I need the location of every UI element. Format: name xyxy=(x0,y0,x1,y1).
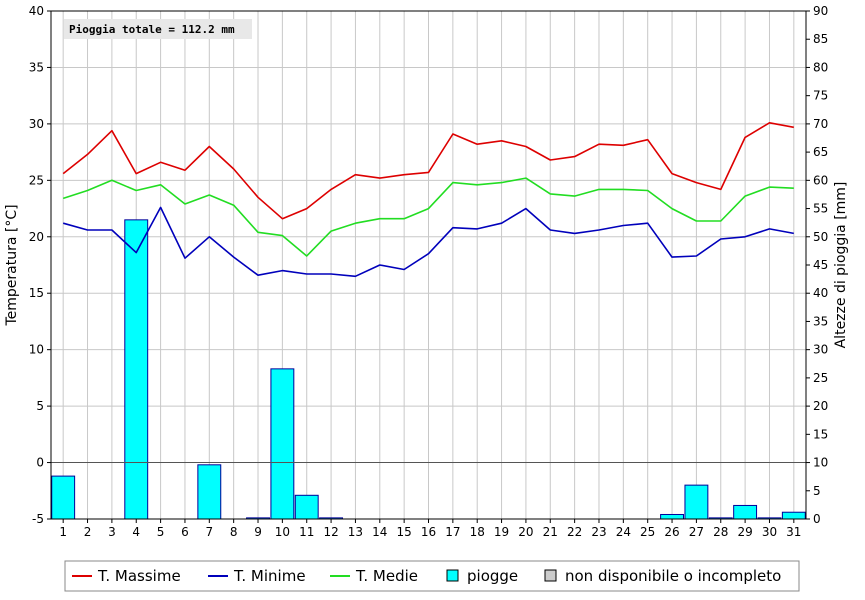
series-line-t-minime xyxy=(62,206,794,278)
right-tick-label: 0 xyxy=(813,512,821,526)
right-tick-label: 10 xyxy=(813,456,828,470)
legend-label: T. Medie xyxy=(355,567,418,585)
series-line-t-medie xyxy=(62,177,794,257)
annotation-text: Pioggia totale = 112.2 mm xyxy=(69,23,235,36)
left-tick-label: 40 xyxy=(29,4,44,18)
legend: T. Massime T. Minime T. Medie piogge non dis… xyxy=(64,560,800,592)
rain-bar xyxy=(733,504,758,520)
x-tick-label: 14 xyxy=(372,525,387,539)
x-tick-label: 12 xyxy=(323,525,338,539)
right-tick-label: 30 xyxy=(813,343,828,357)
rain-bar xyxy=(197,464,222,520)
right-tick-label: 65 xyxy=(813,145,828,159)
left-tick-label: 15 xyxy=(29,286,44,300)
left-tick-label: 5 xyxy=(36,399,44,413)
grid xyxy=(51,11,806,519)
x-tick-label: 3 xyxy=(108,525,116,539)
right-tick-label: 15 xyxy=(813,427,828,441)
x-tick-label: 21 xyxy=(543,525,558,539)
x-tick-label: 11 xyxy=(299,525,314,539)
x-tick-label: 23 xyxy=(591,525,606,539)
x-tick-label: 20 xyxy=(518,525,533,539)
left-axis-title: Temperatura [°C] xyxy=(4,204,20,326)
x-tick-label: 27 xyxy=(689,525,704,539)
rain-bar xyxy=(294,494,319,520)
x-tick-label: 17 xyxy=(445,525,460,539)
x-tick-label: 26 xyxy=(664,525,679,539)
left-tick-label: 20 xyxy=(29,230,44,244)
left-tick-label: 35 xyxy=(29,60,44,74)
left-tick-label: 25 xyxy=(29,173,44,187)
left-tick-label: -5 xyxy=(32,512,44,526)
rain-bar xyxy=(124,219,149,520)
rain-bar xyxy=(781,511,806,520)
rain-bar xyxy=(660,513,684,520)
legend-label: piogge xyxy=(467,567,518,585)
right-tick-label: 45 xyxy=(813,258,828,272)
right-tick-label: 60 xyxy=(813,173,828,187)
right-tick-label: 70 xyxy=(813,117,828,131)
x-tick-label: 19 xyxy=(494,525,509,539)
legend-label: T. Massime xyxy=(97,567,181,585)
x-tick-label: 9 xyxy=(254,525,262,539)
x-tick-label: 8 xyxy=(230,525,238,539)
x-tick-label: 29 xyxy=(737,525,752,539)
x-tick-label: 13 xyxy=(348,525,363,539)
right-tick-label: 25 xyxy=(813,371,828,385)
legend-label: T. Minime xyxy=(233,567,306,585)
x-tick-label: 31 xyxy=(786,525,801,539)
right-tick-label: 35 xyxy=(813,314,828,328)
left-axis-ticks: -5 0 5 10 15 20 25 30 35 40 xyxy=(29,4,51,526)
x-tick-label: 6 xyxy=(181,525,189,539)
legend-swatch-box xyxy=(446,569,459,582)
x-tick-label: 5 xyxy=(157,525,165,539)
x-tick-label: 18 xyxy=(470,525,485,539)
legend-box xyxy=(64,560,800,592)
right-tick-label: 80 xyxy=(813,60,828,74)
x-tick-label: 30 xyxy=(762,525,777,539)
right-tick-label: 20 xyxy=(813,399,828,413)
rain-bar xyxy=(684,484,709,520)
rain-bar xyxy=(51,475,76,520)
x-tick-label: 28 xyxy=(713,525,728,539)
legend-swatch-box xyxy=(544,569,557,582)
right-tick-label: 90 xyxy=(813,4,828,18)
x-tick-label: 16 xyxy=(421,525,436,539)
right-tick-label: 50 xyxy=(813,230,828,244)
x-tick-label: 15 xyxy=(397,525,412,539)
x-tick-label: 10 xyxy=(275,525,290,539)
right-tick-label: 40 xyxy=(813,286,828,300)
right-axis-ticks: 0 5 10 15 20 25 30 35 40 45 50 55 60 65 70 75 80 85 90 xyxy=(806,4,828,526)
temperature-lines xyxy=(62,122,794,278)
total-rain-annotation: Pioggia totale = 112.2 mm xyxy=(64,19,252,39)
right-tick-label: 75 xyxy=(813,89,828,103)
x-tick-label: 1 xyxy=(59,525,67,539)
left-tick-label: 30 xyxy=(29,117,44,131)
x-tick-label: 22 xyxy=(567,525,582,539)
right-tick-label: 85 xyxy=(813,32,828,46)
x-tick-label: 7 xyxy=(205,525,213,539)
right-tick-label: 5 xyxy=(813,484,821,498)
series-line-t-massime xyxy=(62,122,794,220)
left-tick-label: 10 xyxy=(29,343,44,357)
x-tick-label: 2 xyxy=(84,525,92,539)
rain-bar xyxy=(270,368,295,520)
left-tick-label: 0 xyxy=(36,456,44,470)
x-tick-label: 24 xyxy=(616,525,631,539)
x-tick-label: 25 xyxy=(640,525,655,539)
x-tick-label: 4 xyxy=(132,525,140,539)
x-axis-ticks: 1 2 3 4 5 6 7 8 9 10 11 12 13 14 15 16 17 18 19 20 21 22 23 24 2… xyxy=(59,519,801,539)
right-axis-title: Altezze di pioggia [mm] xyxy=(833,182,849,349)
annotation-box xyxy=(64,19,252,39)
right-tick-label: 55 xyxy=(813,202,828,216)
legend-label: non disponibile o incompleto xyxy=(565,567,781,585)
rain-bars xyxy=(51,219,806,520)
